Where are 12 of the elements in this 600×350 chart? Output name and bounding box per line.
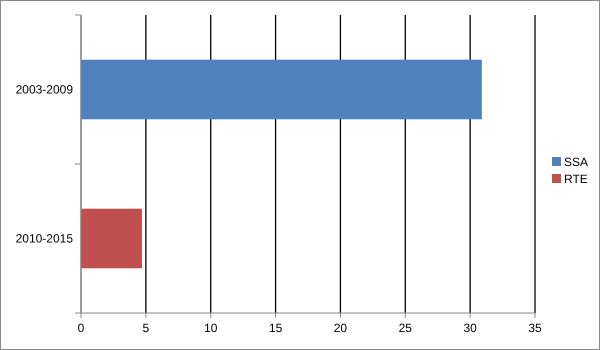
x-tick-label: 25 [398, 321, 412, 335]
y-tick-label: 2003-2009 [16, 82, 74, 96]
legend-label: RTE [564, 172, 588, 186]
x-tick-label: 20 [334, 321, 348, 335]
x-tick-label: 30 [463, 321, 478, 335]
y-tick-label: 2010-2015 [16, 232, 74, 246]
x-tick-label: 15 [268, 321, 283, 335]
legend-label: SSA [564, 155, 588, 169]
x-tick-label: 35 [528, 321, 542, 335]
x-tick-label: 5 [142, 321, 150, 335]
x-tick-label: 10 [204, 321, 218, 335]
x-tick-label: 0 [78, 321, 85, 335]
